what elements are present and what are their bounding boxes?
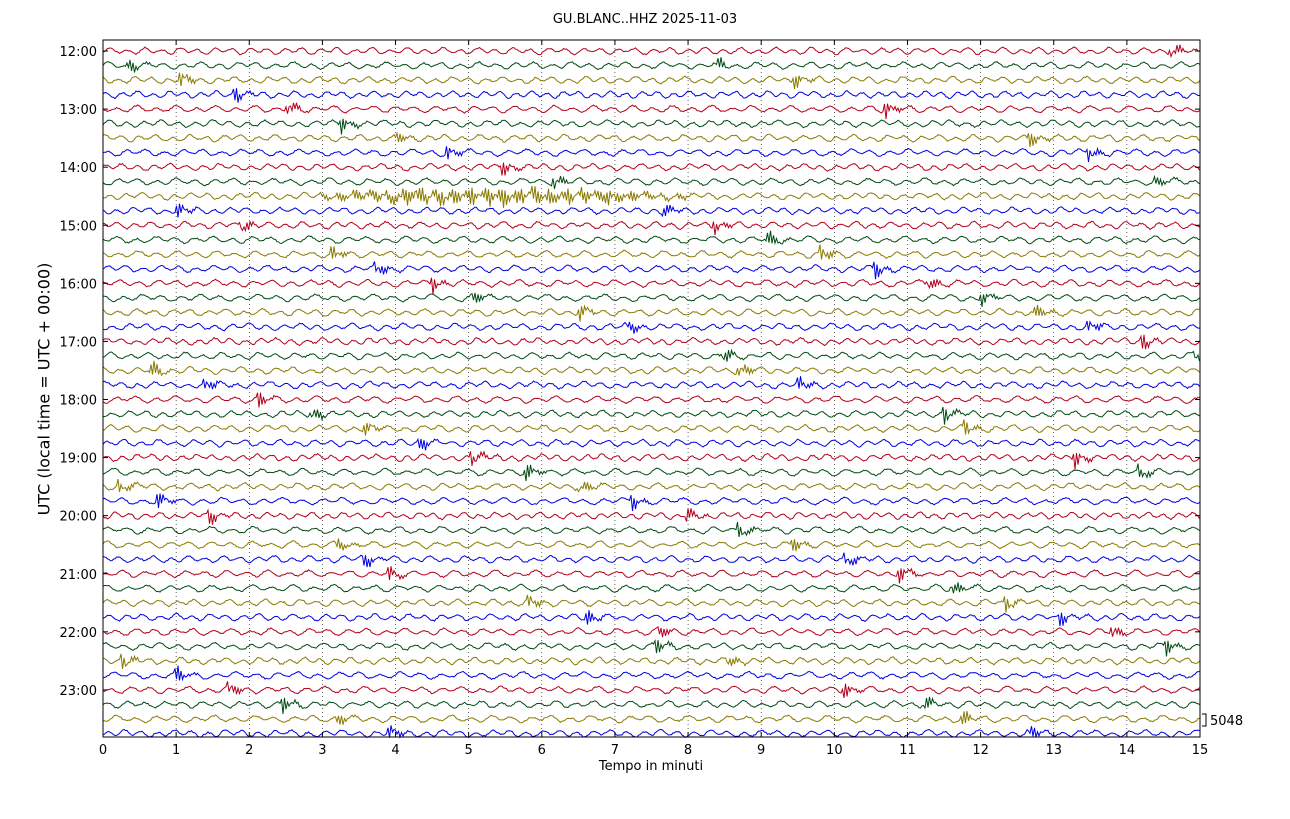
seismic-trace xyxy=(102,203,1200,218)
y-tick-label: 22:00 xyxy=(60,626,97,641)
seismic-trace xyxy=(102,230,1200,246)
x-tick-label: 12 xyxy=(972,743,989,758)
seismic-trace xyxy=(102,88,1200,103)
seismic-trace xyxy=(102,406,1200,425)
y-tick-label: 19:00 xyxy=(60,452,97,467)
x-tick-label: 9 xyxy=(757,743,765,758)
x-tick-label: 13 xyxy=(1045,743,1062,758)
seismic-trace xyxy=(102,320,1200,334)
x-tick-label: 15 xyxy=(1192,743,1209,758)
seismic-trace xyxy=(102,522,1200,537)
seismic-trace xyxy=(102,72,1200,90)
amplitude-scale: 5048 xyxy=(1202,713,1243,729)
seismic-trace xyxy=(102,174,1200,190)
plot-frame xyxy=(102,39,1201,738)
scale-bracket xyxy=(1202,713,1207,727)
y-tick-label: 20:00 xyxy=(60,510,97,525)
x-tick-label: 2 xyxy=(245,743,253,758)
x-tick-label: 6 xyxy=(538,743,546,758)
scale-label: 5048 xyxy=(1210,714,1243,729)
seismic-trace xyxy=(102,392,1200,408)
seismic-trace xyxy=(102,478,1200,493)
seismic-trace xyxy=(102,376,1200,390)
seismic-trace xyxy=(102,638,1200,657)
seismic-trace xyxy=(102,348,1200,362)
seismic-trace xyxy=(102,710,1200,725)
seismic-trace xyxy=(102,304,1200,322)
seismic-trace xyxy=(102,185,1200,208)
chart-title: GU.BLANC..HHZ 2025-11-03 xyxy=(552,12,738,27)
x-tick-label: 10 xyxy=(826,743,843,758)
seismic-trace xyxy=(102,681,1200,698)
seismic-trace xyxy=(102,334,1200,350)
seismic-trace xyxy=(102,610,1200,627)
seismic-trace xyxy=(102,493,1200,511)
seismic-trace xyxy=(102,508,1200,525)
seismic-trace xyxy=(102,277,1200,295)
seismic-trace xyxy=(102,653,1200,669)
seismic-trace xyxy=(102,463,1200,482)
seismic-trace xyxy=(102,566,1200,584)
x-tick-label: 0 xyxy=(99,743,107,758)
seismic-trace xyxy=(102,131,1200,147)
seismic-trace xyxy=(102,44,1200,59)
seismic-trace xyxy=(102,594,1200,613)
x-tick-label: 1 xyxy=(172,743,180,758)
seismic-trace xyxy=(102,57,1200,73)
seismic-trace xyxy=(102,450,1200,470)
y-tick-label: 18:00 xyxy=(60,394,97,409)
traces xyxy=(102,44,1200,739)
y-tick-label: 23:00 xyxy=(60,684,97,699)
seismic-trace xyxy=(102,419,1200,436)
seismic-trace xyxy=(102,725,1200,739)
y-tick-label: 21:00 xyxy=(60,568,97,583)
x-tick-label: 8 xyxy=(684,743,692,758)
x-axis-label: Tempo in minuti xyxy=(598,759,704,774)
x-tick-label: 14 xyxy=(1119,743,1136,758)
y-tick-label: 14:00 xyxy=(60,161,97,176)
y-tick-label: 17:00 xyxy=(60,335,97,350)
seismic-trace xyxy=(102,146,1200,163)
y-tick-label: 12:00 xyxy=(60,45,97,60)
grid-lines xyxy=(175,40,1128,737)
x-tick-label: 11 xyxy=(899,743,916,758)
seismic-trace xyxy=(102,261,1200,280)
seismic-trace xyxy=(102,162,1200,176)
x-tick-label: 4 xyxy=(391,743,399,758)
y-tick-label: 13:00 xyxy=(60,103,97,118)
x-tick-label: 7 xyxy=(611,743,619,758)
seismic-trace xyxy=(102,552,1200,568)
seismic-trace xyxy=(102,220,1200,236)
seismic-trace xyxy=(102,244,1200,260)
seismic-trace xyxy=(102,360,1200,377)
y-tick-label: 15:00 xyxy=(60,219,97,234)
x-tick-label: 5 xyxy=(465,743,473,758)
x-tick-label: 3 xyxy=(318,743,326,758)
seismic-trace xyxy=(102,538,1200,552)
y-tick-label: 16:00 xyxy=(60,277,97,292)
seismic-trace xyxy=(102,582,1200,594)
seismic-trace xyxy=(102,292,1200,307)
seismic-trace xyxy=(102,665,1200,682)
seismic-trace xyxy=(102,118,1200,135)
seismic-trace xyxy=(102,696,1200,714)
axis-ticks: 0 1 2 3 4 5 6 7 8 9 10 11 12 13 14 1512:0013:0014:0015:… xyxy=(60,40,1209,758)
seismic-trace xyxy=(102,625,1200,638)
seismic-trace xyxy=(102,437,1200,451)
seismic-trace xyxy=(102,102,1200,120)
